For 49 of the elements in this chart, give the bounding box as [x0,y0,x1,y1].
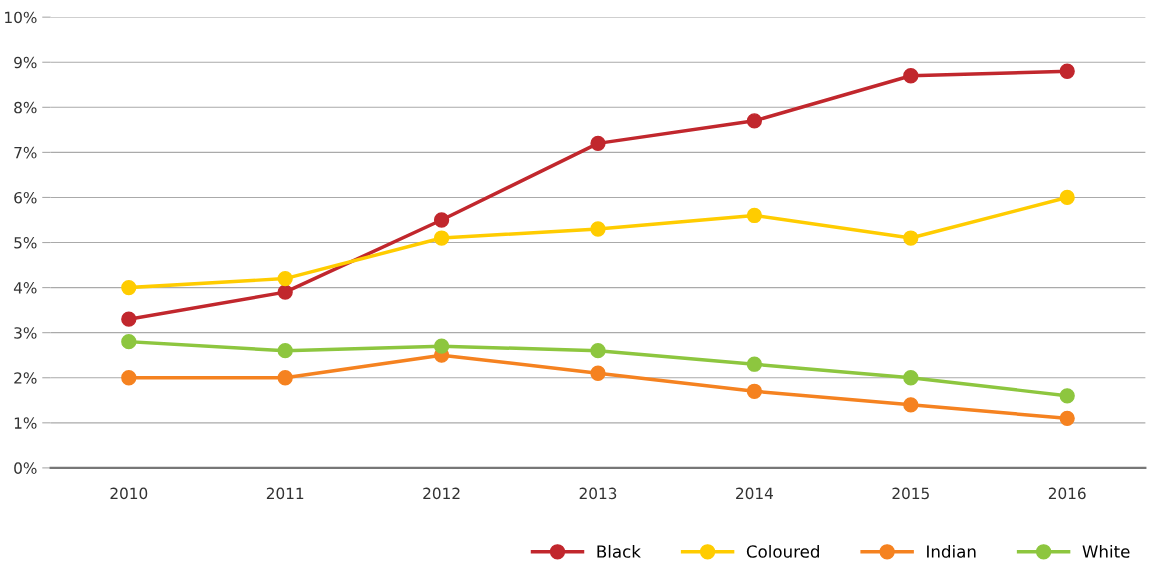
point [903,230,919,246]
y-tick-label: 2% [14,372,37,384]
x-tick-label: 2012 [423,487,460,500]
point [590,135,606,152]
point [1059,189,1075,206]
point [903,68,919,84]
point [277,343,293,359]
y-tick-label: 10% [5,11,37,24]
point [1059,410,1075,426]
y-tick-label: 7% [14,146,37,159]
point [746,383,763,399]
point [903,370,919,386]
point [433,230,450,246]
point [590,221,606,237]
point [277,270,293,287]
point [433,212,450,228]
y-tick-label: 5% [14,236,37,249]
point [590,365,606,381]
legend-label: Indian [927,544,976,558]
y-tick-label: 8% [14,101,37,114]
point [121,334,137,350]
y-tick-label: 4% [13,282,37,294]
point [433,338,450,354]
legend-label: Coloured [746,544,819,558]
point [746,113,763,129]
point [121,370,137,386]
y-tick-label: 1% [14,417,37,429]
x-tick-label: 2015 [892,487,929,500]
x-tick-label: 2016 [1048,487,1086,500]
point [746,356,763,372]
legend-label: White [1082,544,1130,558]
y-tick-label: 9% [14,56,37,69]
point [277,370,293,386]
point [903,397,919,413]
point [590,343,606,359]
x-tick-label: 2013 [579,487,617,500]
y-tick-label: 3% [14,327,37,339]
point [121,311,137,327]
y-tick-label: 6% [14,191,37,204]
x-tick-label: 2011 [266,487,304,500]
point [1059,63,1075,79]
legend-label: Black [597,544,641,558]
point [121,279,137,296]
point [1059,388,1075,404]
x-tick-label: 2014 [736,487,773,500]
x-tick-label: 2010 [110,487,148,500]
point [277,284,293,300]
point [746,207,763,224]
y-tick-label: 0% [14,462,37,474]
